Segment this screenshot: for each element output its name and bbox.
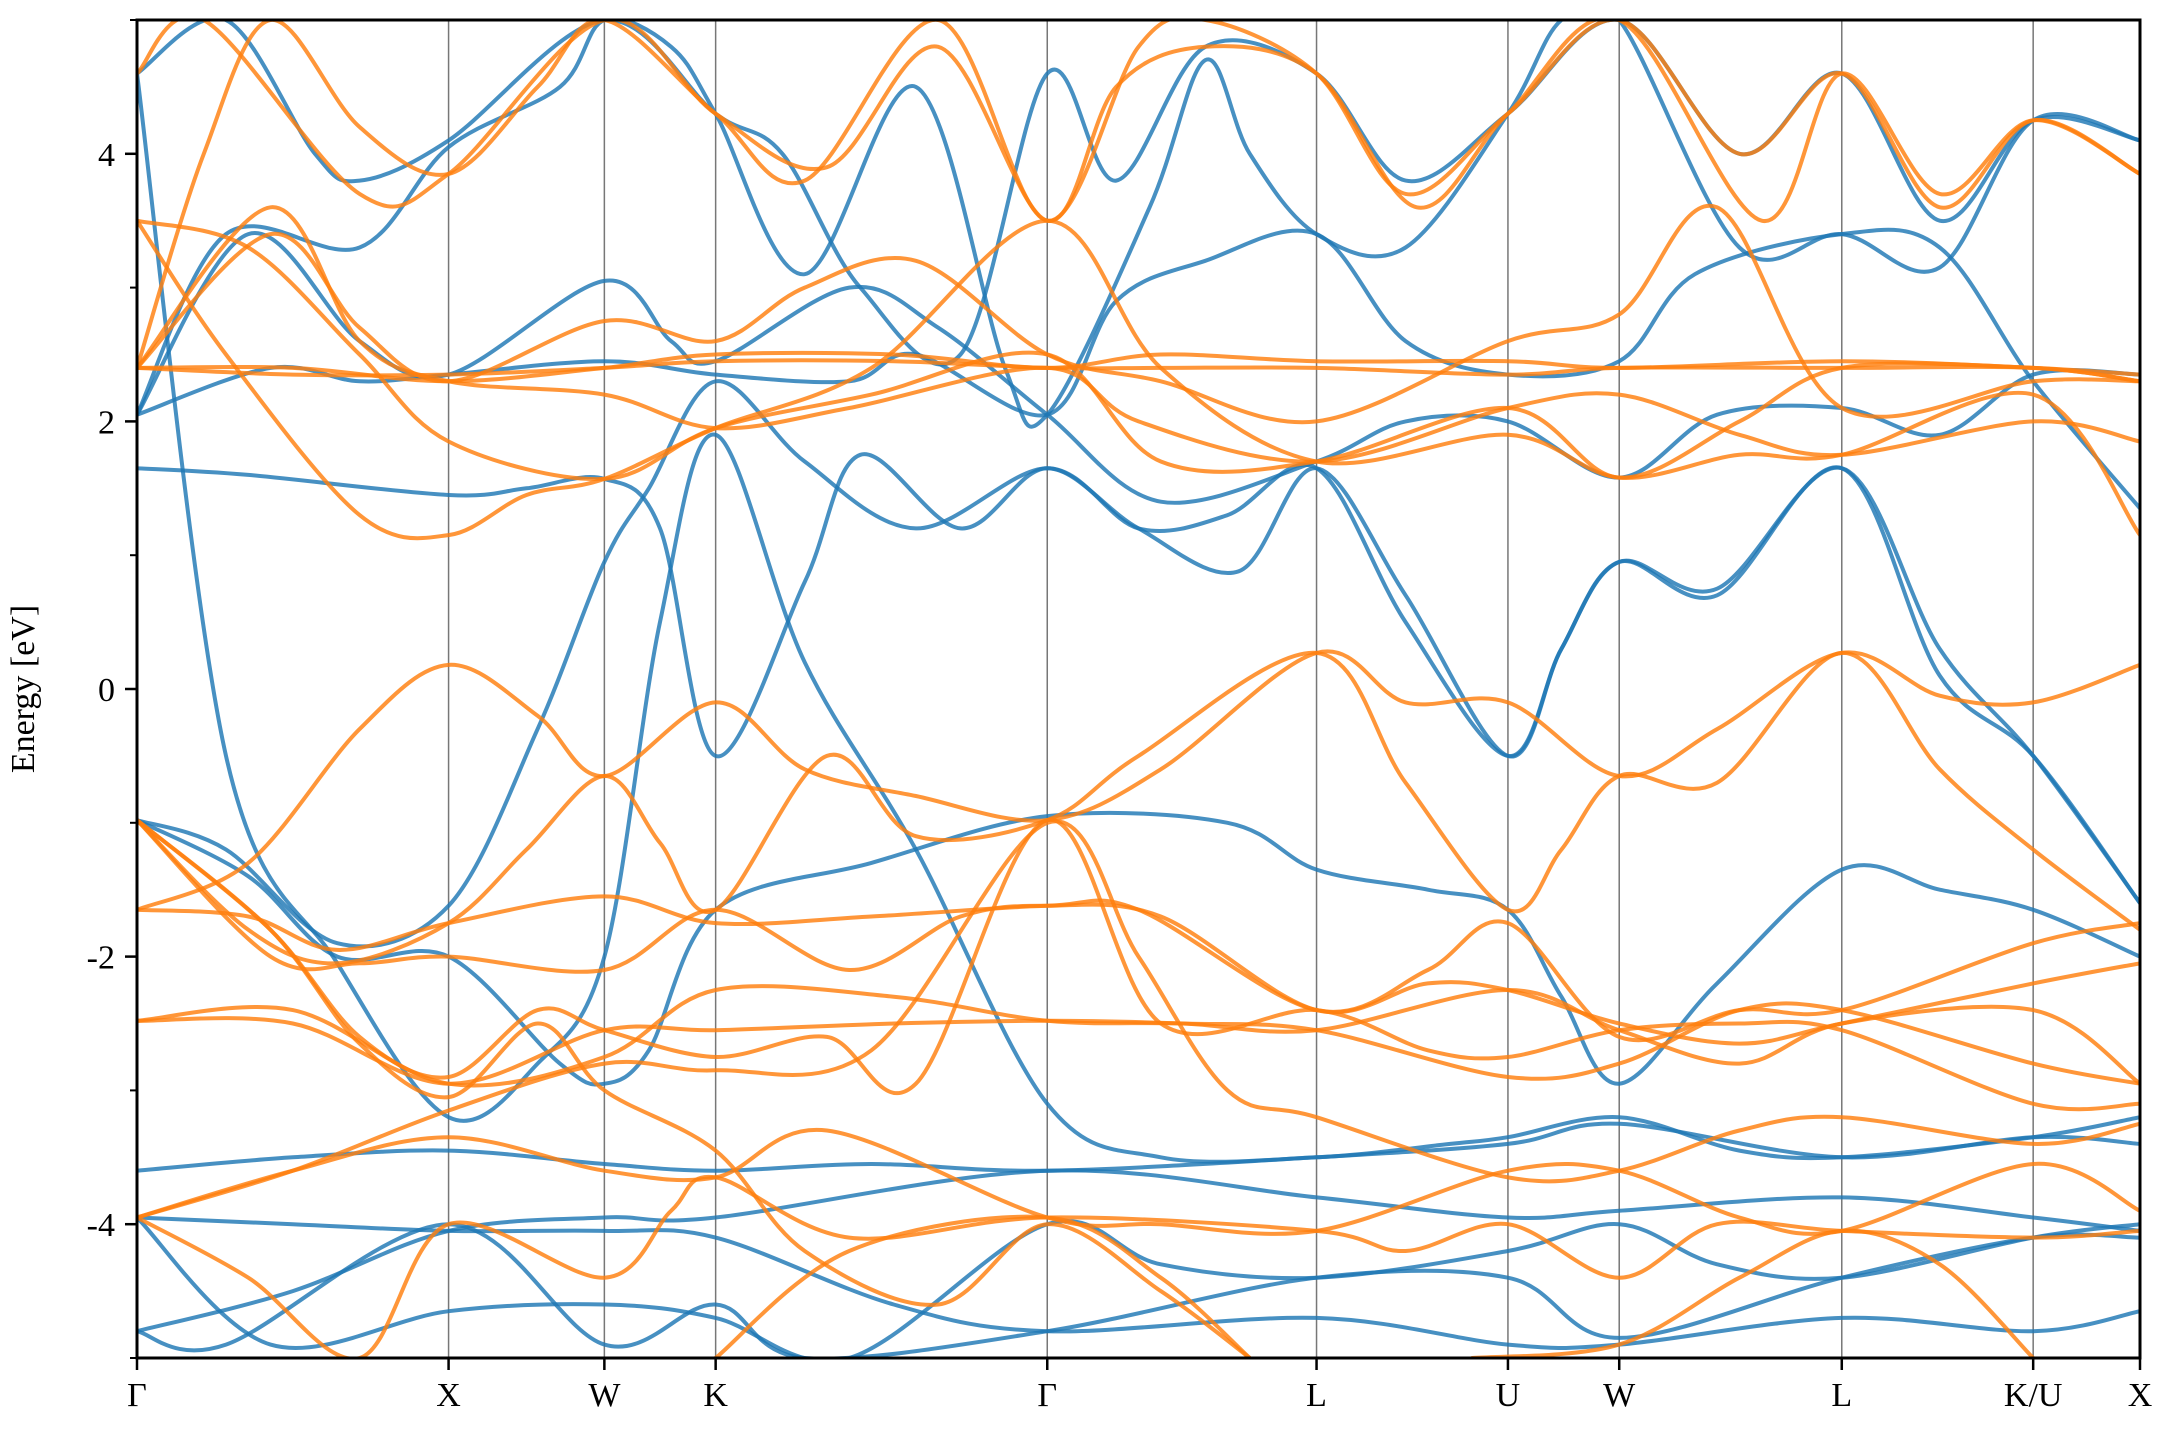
band-line-1-2 (137, 894, 2140, 1043)
band-line-1-20 (1470, 1228, 2036, 1358)
x-tick-label-5: L (1306, 1377, 1327, 1414)
band-line-0-9 (137, 1215, 2140, 1358)
band-line-0-5 (137, 452, 2140, 906)
y-tick-label: 2 (98, 404, 115, 441)
band-line-1-8 (137, 1127, 2140, 1236)
band-line-0-12 (137, 1222, 2140, 1358)
band-line-0-2 (137, 1215, 2140, 1350)
band-line-1-11 (137, 205, 2140, 464)
y-tick-label: 0 (98, 672, 115, 709)
y-tick-label: -2 (87, 940, 115, 977)
band-line-1-19 (713, 1214, 1252, 1358)
band-line-1-1 (137, 650, 2140, 966)
band-line-1-3 (137, 818, 2140, 1046)
x-axis-ticks: Γ X W K Γ L U W L K/U X (127, 1358, 2152, 1414)
band-line-1-6 (137, 818, 2140, 1112)
band-line-1-0 (137, 649, 2140, 912)
band-line-0-11 (137, 20, 2140, 367)
band-line-1-17 (137, 20, 2140, 223)
high-symmetry-lines (447, 20, 2034, 1358)
band-line-1-13 (137, 358, 2140, 384)
x-tick-label-9: K/U (2004, 1377, 2063, 1414)
x-tick-label-3: K (703, 1377, 728, 1414)
band-line-1-14 (137, 203, 2140, 425)
x-tick-label-7: W (1603, 1377, 1636, 1414)
band-line-0-10 (137, 20, 2140, 429)
band-line-0-0 (137, 1168, 2140, 1334)
band-line-1-9 (137, 1174, 2140, 1358)
band-line-0-3 (137, 810, 2140, 1087)
y-tick-label: -4 (87, 1207, 115, 1244)
x-tick-label-2: W (588, 1377, 621, 1414)
x-tick-label-1: X (436, 1377, 461, 1414)
band-line-1-5 (137, 1001, 2140, 1086)
band-line-1-10 (137, 218, 2140, 541)
x-tick-label-10: X (2128, 1377, 2153, 1414)
band-line-1-18 (137, 818, 1252, 1358)
band-line-1-4 (137, 984, 2140, 1088)
band-line-0-1 (137, 1121, 2140, 1173)
y-axis-title: Energy [eV] (5, 605, 42, 773)
x-tick-label-8: L (1831, 1377, 1852, 1414)
band-series-orange (137, 20, 2140, 1358)
y-axis-ticks: -4 -2 0 2 4 (87, 19, 137, 1359)
band-line-1-15 (137, 218, 2140, 482)
x-tick-label-4: Γ (1037, 1377, 1057, 1414)
band-series-blue (137, 20, 2140, 1358)
x-tick-label-0: Γ (127, 1377, 147, 1414)
band-line-1-16 (137, 20, 2140, 370)
band-line-1-7 (137, 819, 2140, 1220)
band-line-0-7 (137, 71, 2140, 1164)
y-tick-label: 4 (98, 137, 115, 174)
x-tick-label-6: U (1496, 1377, 1521, 1414)
